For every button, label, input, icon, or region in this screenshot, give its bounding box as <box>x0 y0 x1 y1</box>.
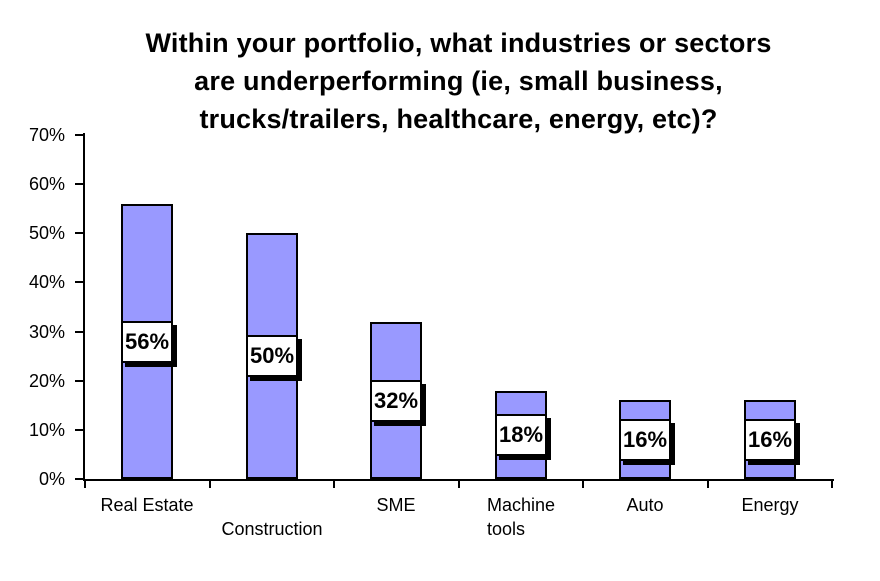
bar-value-label-real-estate: 56% <box>121 321 173 363</box>
x-axis-category-construction: Construction <box>221 519 323 539</box>
x-axis-tick <box>582 479 584 488</box>
bar-value-label-energy: 16% <box>744 419 796 461</box>
y-axis-tick <box>75 330 83 333</box>
y-axis-tick <box>75 232 83 235</box>
x-axis-tick <box>84 479 86 488</box>
y-axis-tick <box>75 281 83 284</box>
chart-title-line-2: are underperforming (ie, small business, <box>194 66 723 96</box>
x-axis-tick <box>458 479 460 488</box>
bar-value-label-auto: 16% <box>619 419 671 461</box>
y-axis-label: 70% <box>28 125 65 145</box>
y-axis-tick <box>75 428 83 431</box>
y-axis-label: 20% <box>28 370 65 391</box>
bar-value-label-sme: 32% <box>370 380 422 422</box>
x-axis-category-sme: SME <box>376 495 416 515</box>
x-axis-tick <box>831 479 833 488</box>
y-axis-label: 40% <box>28 272 65 293</box>
y-axis-tick <box>75 478 83 480</box>
y-axis-tick <box>75 183 83 186</box>
x-axis-category-energy: Energy <box>741 495 799 515</box>
x-axis-category-real-estate: Real Estate <box>100 495 194 515</box>
x-axis-category-machine-tools: Machine tools <box>486 495 556 539</box>
y-axis-line <box>83 133 85 481</box>
y-axis-label: 50% <box>28 223 65 244</box>
bar-value-label-construction: 50% <box>246 335 298 377</box>
plot-area: 0% 10% 20% 30% 40% 50% 60% 70% 56% Real Estate 50%… <box>29 125 834 539</box>
y-axis-tick <box>75 134 83 136</box>
x-axis-tick <box>333 479 335 488</box>
x-axis-tick <box>707 479 709 488</box>
chart-title-line-3: trucks/trailers, healthcare, energy, etc… <box>199 104 718 134</box>
y-axis-label: 0% <box>38 469 65 489</box>
chart-title-line-1: Within your portfolio, what industries o… <box>145 28 772 58</box>
y-axis-label: 10% <box>28 419 65 440</box>
chart-title: Within your portfolio, what industries o… <box>85 24 832 138</box>
y-axis-label: 60% <box>28 174 65 195</box>
y-axis-tick <box>75 379 83 382</box>
x-axis-category-auto: Auto <box>626 495 664 515</box>
x-axis-tick <box>209 479 211 488</box>
y-axis-label: 30% <box>28 321 65 342</box>
bar-value-label-machine-tools: 18% <box>495 414 547 456</box>
